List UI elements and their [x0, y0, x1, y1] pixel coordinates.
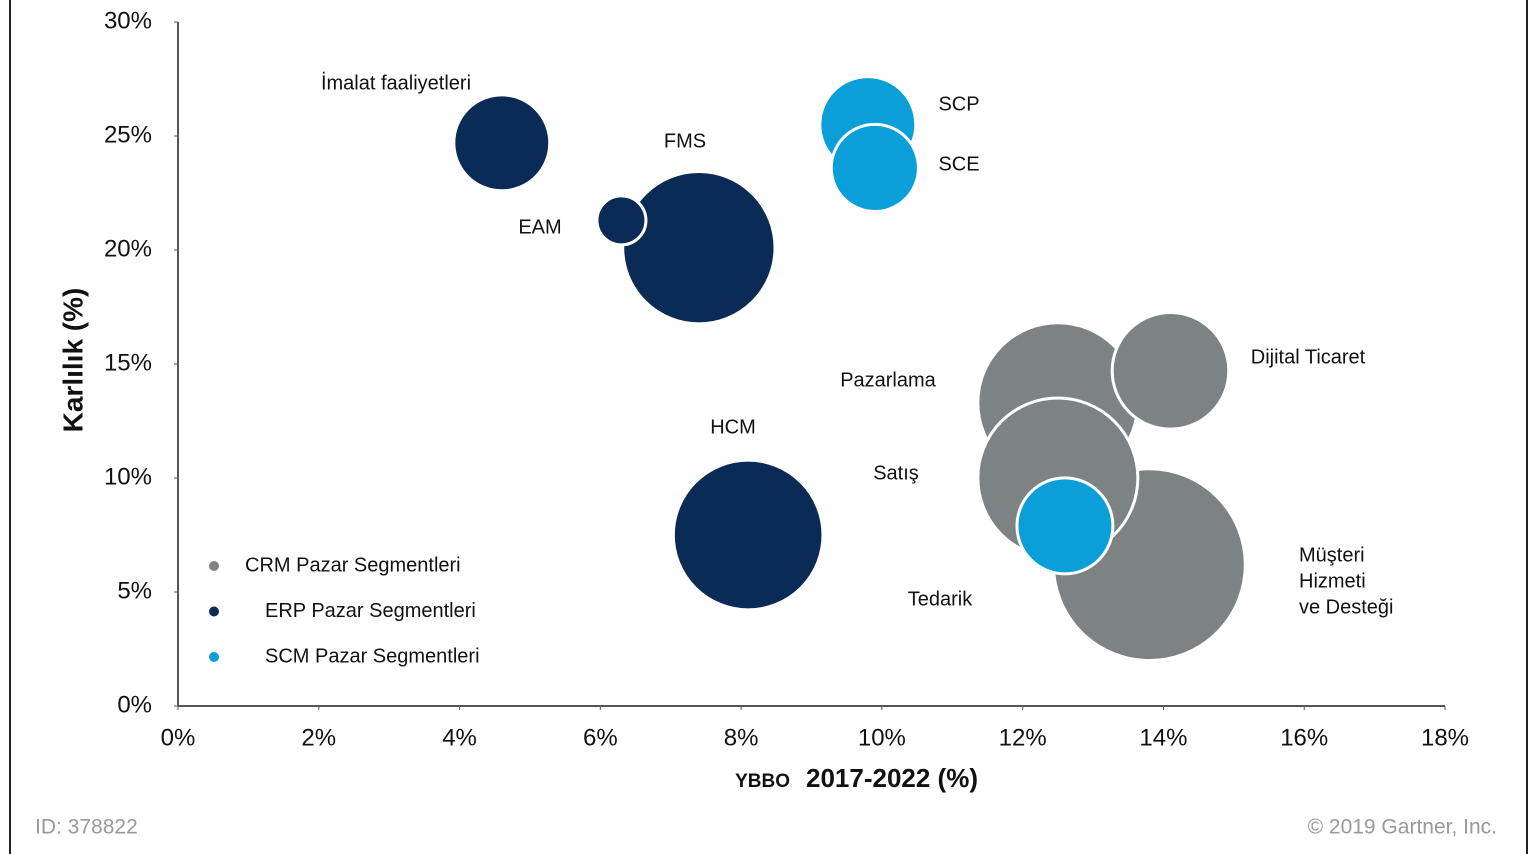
x-tick-label: 14% — [1139, 724, 1187, 751]
bubble — [621, 170, 777, 326]
x-axis-title-prefix: YBBO — [735, 771, 790, 792]
x-tick-label: 18% — [1421, 724, 1469, 751]
bubble — [671, 458, 825, 612]
y-tick-label: 10% — [104, 463, 152, 490]
bubble-label: FMS — [664, 130, 706, 152]
bubble-label: Dijital Ticaret — [1251, 346, 1366, 368]
footer-id: ID: 378822 — [35, 816, 138, 839]
bubble-label: İmalat faaliyetleri — [321, 71, 471, 94]
bubble-label: Satış — [873, 462, 919, 484]
legend-label: ERP Pazar Segmentleri — [265, 600, 476, 622]
x-tick-label: 8% — [724, 724, 759, 751]
footer-copyright: © 2019 Gartner, Inc. — [1308, 816, 1497, 839]
bubble — [829, 122, 920, 214]
y-tick-label: 25% — [104, 121, 152, 148]
x-tick-label: 6% — [583, 724, 618, 751]
bubble-label: ve Desteği — [1299, 596, 1394, 618]
y-tick-label: 20% — [104, 235, 152, 262]
bubble — [595, 194, 648, 247]
legend-marker — [209, 561, 219, 571]
bubble — [452, 93, 552, 193]
bubble-label: Tedarik — [908, 588, 973, 610]
legend-label: CRM Pazar Segmentleri — [245, 554, 461, 576]
bubble — [1110, 311, 1231, 431]
x-tick-label: 10% — [858, 724, 906, 751]
legend-label: SCM Pazar Segmentleri — [265, 645, 480, 667]
y-tick-label: 5% — [117, 577, 152, 604]
y-tick-label: 0% — [117, 691, 152, 718]
bubble-label: Pazarlama — [840, 369, 936, 391]
legend-marker — [209, 652, 219, 662]
y-axis-title: Karlılık (%) — [57, 288, 88, 433]
y-tick-label: 15% — [104, 349, 152, 376]
bubble-label: Müşteri — [1299, 544, 1365, 566]
x-tick-label: 0% — [161, 724, 196, 751]
x-axis-title: 2017-2022 (%) — [806, 763, 978, 793]
bubble-label: SCP — [938, 93, 979, 115]
y-tick-label: 30% — [104, 7, 152, 34]
x-tick-label: 4% — [442, 724, 477, 751]
x-tick-label: 2% — [301, 724, 336, 751]
bubble-label: Hizmeti — [1299, 570, 1366, 592]
legend-marker — [209, 606, 219, 617]
bubble-label: EAM — [518, 216, 561, 238]
x-tick-label: 12% — [999, 724, 1047, 751]
bubble — [1015, 476, 1115, 576]
x-tick-label: 16% — [1280, 724, 1328, 751]
bubble-label: SCE — [938, 153, 979, 175]
bubble-label: HCM — [710, 416, 756, 438]
